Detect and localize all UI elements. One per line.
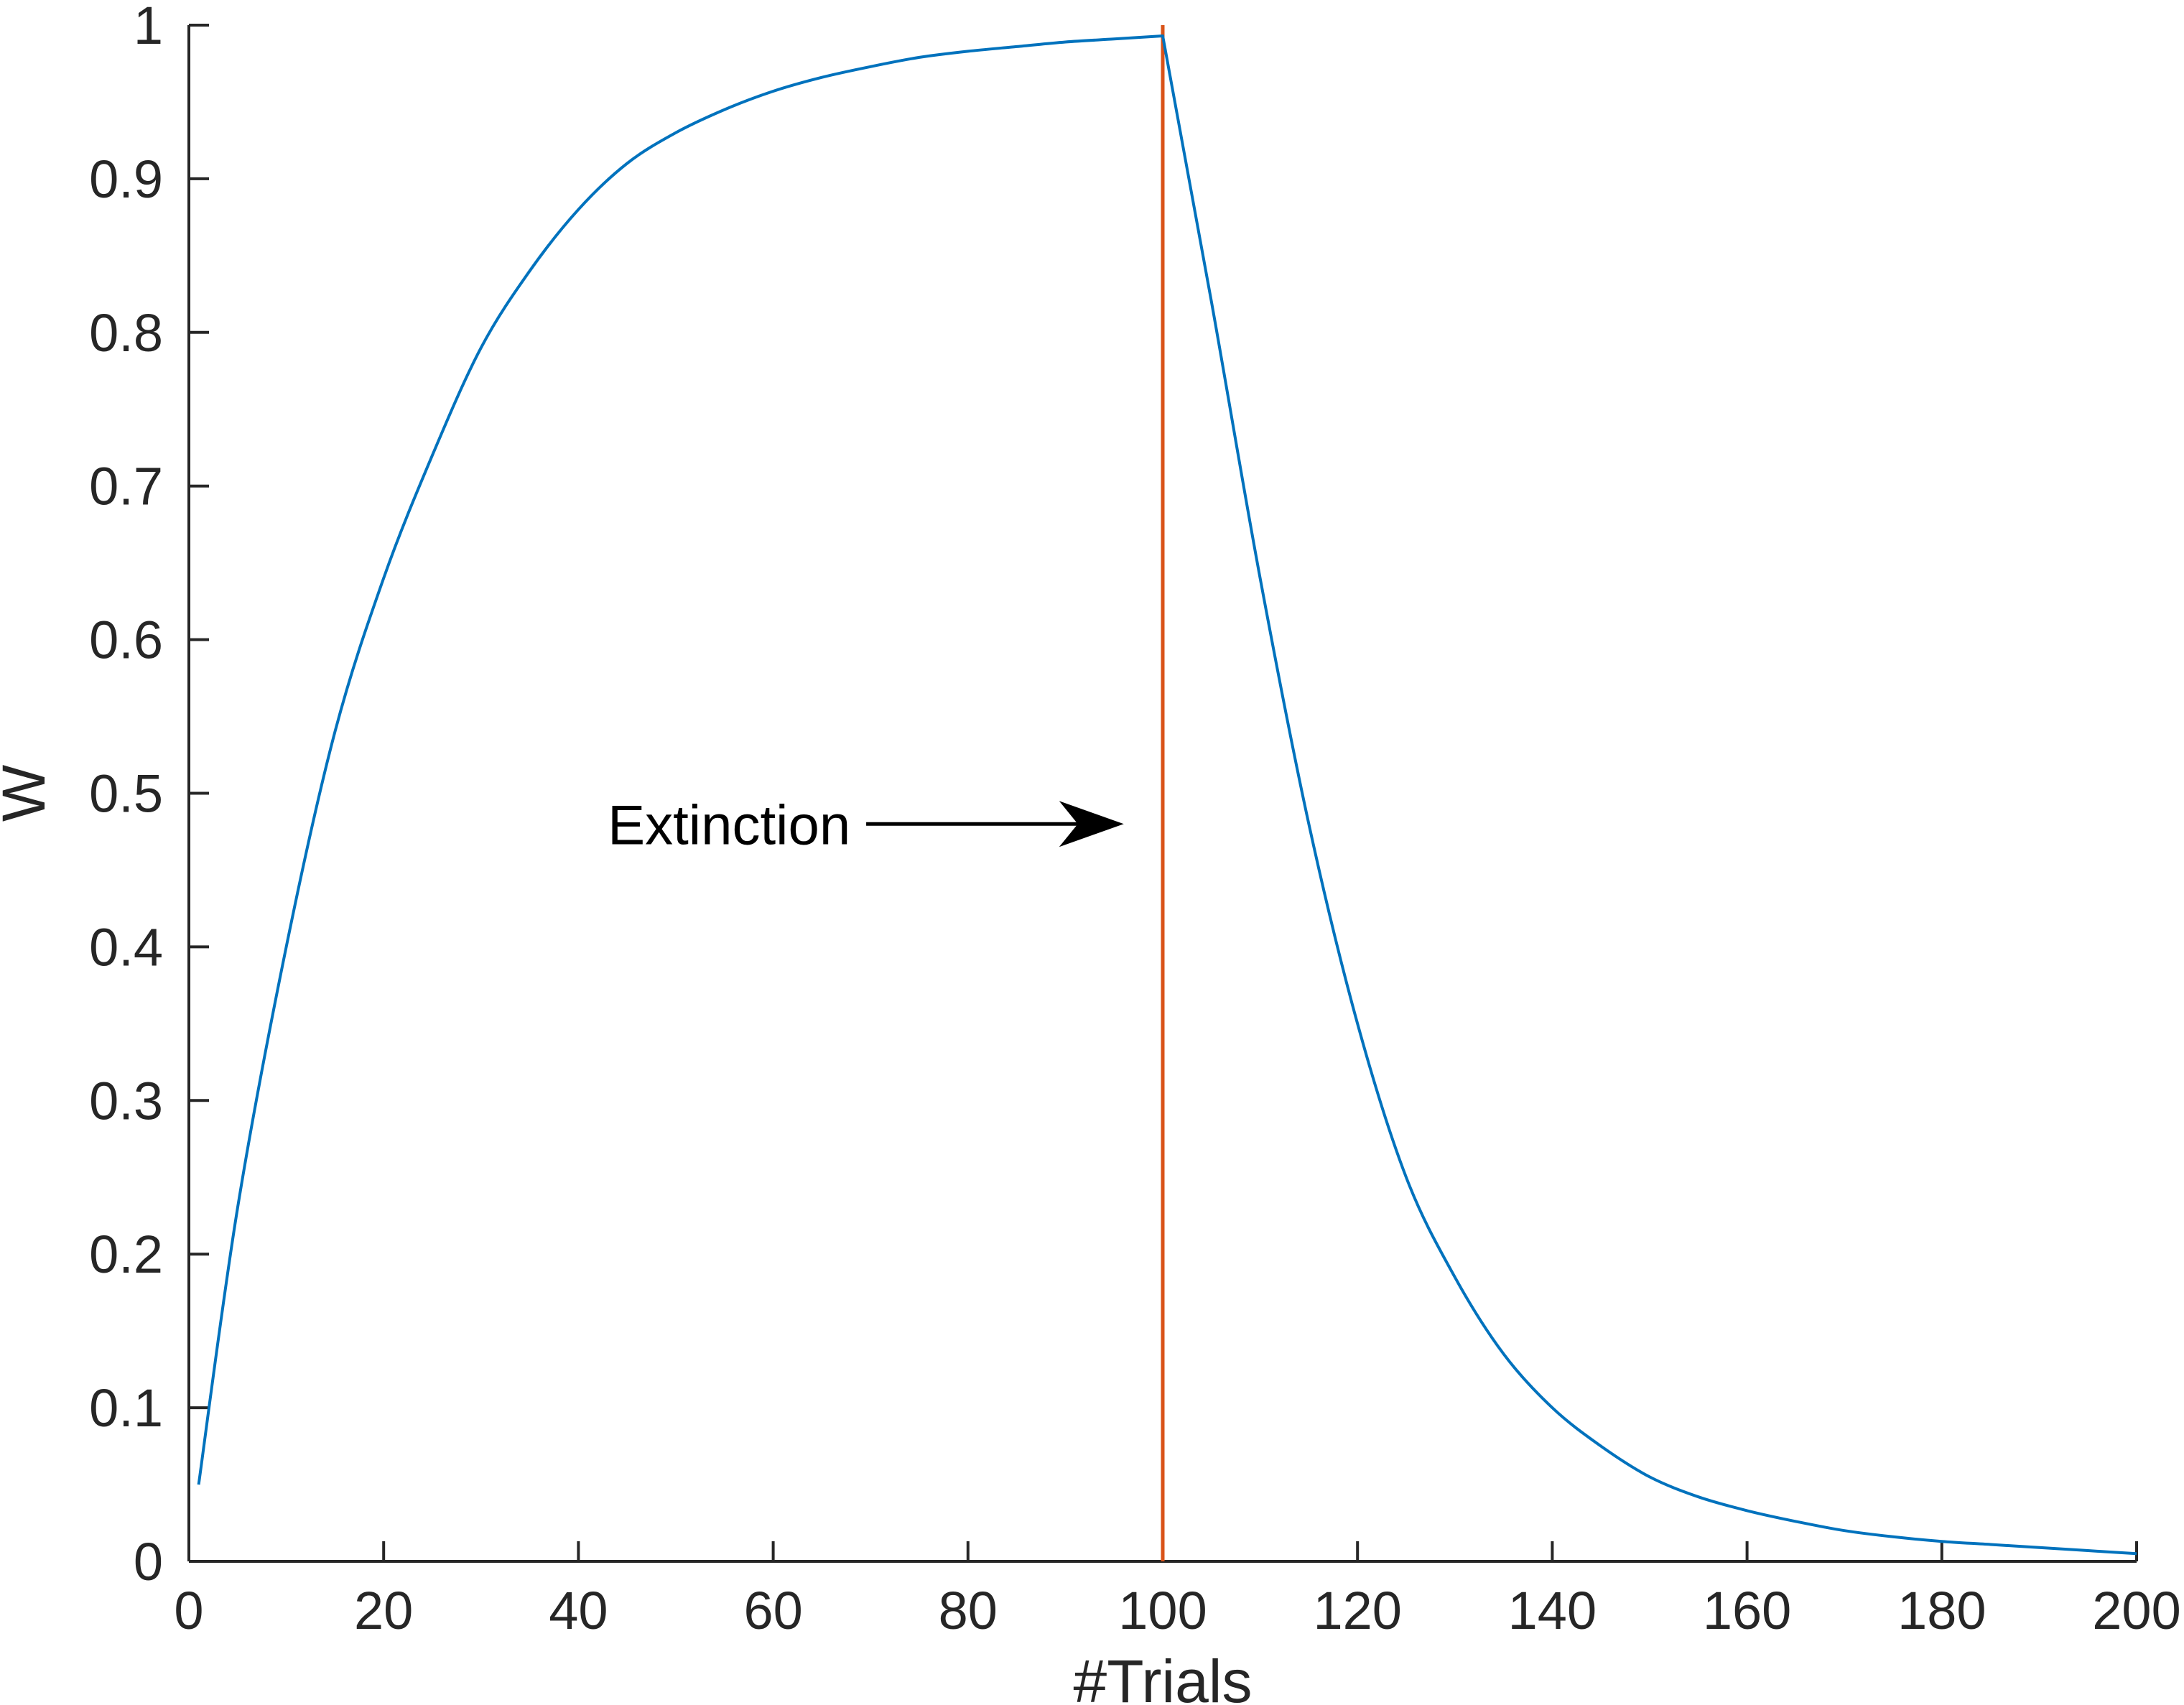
y-tick-label: 0.4 xyxy=(89,917,163,977)
y-tick-label: 0.9 xyxy=(89,149,163,209)
x-tick-label: 200 xyxy=(2092,1581,2180,1640)
axis-labels: #Trials W xyxy=(0,765,1252,1705)
x-tick-label: 180 xyxy=(1897,1581,1986,1640)
annotations: Extinction xyxy=(608,793,1124,856)
x-tick-label: 40 xyxy=(549,1581,608,1640)
x-axis-title: #Trials xyxy=(1074,1648,1253,1705)
x-tick-label: 160 xyxy=(1703,1581,1791,1640)
y-tick-label: 0.2 xyxy=(89,1225,163,1284)
y-tick-label: 0.1 xyxy=(89,1378,163,1438)
series-line xyxy=(197,34,2137,1556)
axes: 0 20 40 60 80 100 120 140 160 180 200 0 0.1 0.2 0.3 0.4… xyxy=(89,0,2181,1640)
y-tick-label: 0.8 xyxy=(89,303,163,363)
plot-area xyxy=(197,25,2137,1561)
x-tick-label: 80 xyxy=(939,1581,998,1640)
x-tick-label: 120 xyxy=(1313,1581,1401,1640)
x-tick-label: 0 xyxy=(174,1581,203,1640)
x-tick-label: 60 xyxy=(743,1581,802,1640)
x-tick-label: 20 xyxy=(354,1581,413,1640)
annotation-arrow-head xyxy=(1059,801,1124,847)
y-tick-label: 0 xyxy=(134,1532,163,1592)
x-tick-label: 140 xyxy=(1508,1581,1597,1640)
x-tick-label: 100 xyxy=(1118,1581,1207,1640)
y-tick-label: 0.5 xyxy=(89,764,163,824)
annotation-text: Extinction xyxy=(608,793,850,856)
y-tick-label: 0.6 xyxy=(89,610,163,670)
y-axis-title: W xyxy=(0,765,57,822)
y-tick-label: 0.7 xyxy=(89,457,163,516)
y-tick-label: 0.3 xyxy=(89,1071,163,1130)
y-tick-label: 1 xyxy=(134,0,163,55)
